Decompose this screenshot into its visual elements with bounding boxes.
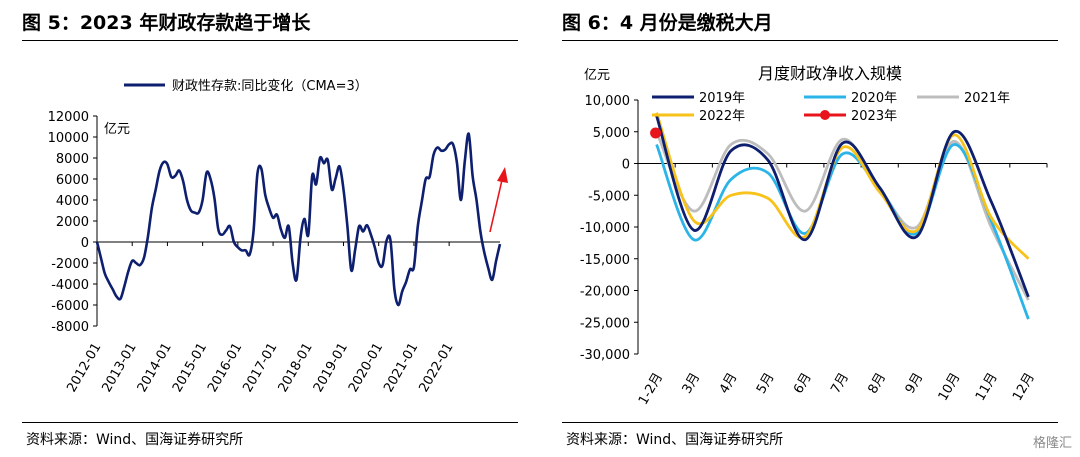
y-tick-label: -20,000 xyxy=(580,285,630,300)
legend-label-2019年: 2019年 xyxy=(699,91,745,106)
legend-label-2021年: 2021年 xyxy=(964,91,1010,106)
trend-arrow-shaft xyxy=(489,179,503,233)
y-tick-label: 0 xyxy=(81,236,89,251)
y-tick-label: -4000 xyxy=(51,278,89,293)
y-tick-label: -6000 xyxy=(51,299,89,314)
chart-title: 月度财政净收入规模 xyxy=(758,64,902,83)
x-tick-label: 2019-01 xyxy=(311,341,351,396)
y-tick-label: -2000 xyxy=(51,257,89,272)
y-axis-unit-label: 亿元 xyxy=(584,68,610,83)
figure-5-top-rule xyxy=(22,40,518,41)
legend-label-2023年: 2023年 xyxy=(851,109,897,124)
y-tick-label: 5,000 xyxy=(593,126,630,141)
figure-6-panel: 图 6：4 月份是缴税大月 月度财政净收入规模 亿元 10,000 5,000 0 -5,… xyxy=(540,0,1080,457)
x-tick-label: 2022-01 xyxy=(416,341,456,396)
x-tick-label: 1-2月 xyxy=(636,371,666,408)
y-axis-unit-label: 亿元 xyxy=(104,122,130,137)
y-tick-label: 0 xyxy=(622,158,630,173)
watermark-logo-text: 格隆汇 xyxy=(1032,436,1072,451)
legend-marker-2023年 xyxy=(820,110,830,120)
trend-arrow-head xyxy=(497,167,508,183)
legend-label-fiscal-deposit: 财政性存款:同比变化（CMA=3） xyxy=(172,78,368,94)
x-tick-label: 8月 xyxy=(866,371,890,397)
figure-5-title: 图 5：2023 年财政存款趋于增长 xyxy=(22,12,311,34)
series-line-fiscal-deposit xyxy=(95,132,502,307)
y-tick-label: 10,000 xyxy=(585,94,631,109)
series-line-2019年 xyxy=(655,115,1030,298)
x-tick-label: 10月 xyxy=(936,371,964,404)
x-tick-label: 2012-01 xyxy=(64,341,104,396)
figure-6-title: 图 6：4 月份是缴税大月 xyxy=(562,12,773,34)
x-tick-label: 5月 xyxy=(754,371,778,397)
y-tick-label: 8000 xyxy=(56,152,89,167)
figure-5-bottom-rule xyxy=(22,422,518,423)
y-tick-label: -15,000 xyxy=(580,253,630,268)
y-tick-label: -5,000 xyxy=(588,189,630,204)
x-tick-label: 11月 xyxy=(973,371,1001,404)
figure-6-source: 资料来源：Wind、国海证券研究所 xyxy=(566,432,784,448)
fiscal-deposit-chart: 财政性存款:同比变化（CMA=3） 亿元 12000 10000 8000 6000 400… xyxy=(48,78,508,396)
figure-6-top-rule xyxy=(562,40,1058,41)
legend-label-2020年: 2020年 xyxy=(851,91,897,106)
x-tick-label: 3月 xyxy=(680,371,704,397)
x-tick-label: 2020-01 xyxy=(346,341,386,396)
series-line-2022年 xyxy=(655,112,1030,260)
x-tick-label: 12月 xyxy=(1010,370,1038,403)
y-tick-label: 12000 xyxy=(48,110,89,125)
series-point-2023 xyxy=(650,127,662,139)
monthly-fiscal-net-income-chart: 月度财政净收入规模 亿元 10,000 5,000 0 -5,000 -10,000 -15,… xyxy=(580,64,1048,408)
x-tick-label: 2018-01 xyxy=(276,341,316,396)
x-tick-label: 7月 xyxy=(828,371,852,397)
figure-5-source: 资料来源：Wind、国海证券研究所 xyxy=(26,432,244,448)
y-tick-label: 2000 xyxy=(56,215,89,230)
x-tick-label: 6月 xyxy=(791,371,815,397)
y-tick-label: 4000 xyxy=(56,194,89,209)
y-tick-label: -25,000 xyxy=(580,316,630,331)
x-tick-label: 4月 xyxy=(717,371,741,397)
x-tick-label: 2015-01 xyxy=(170,341,210,396)
y-tick-label: -30,000 xyxy=(580,348,630,363)
x-tick-label: 2013-01 xyxy=(100,341,140,396)
x-tick-label: 2016-01 xyxy=(205,341,245,396)
x-tick-label: 2021-01 xyxy=(381,341,421,396)
legend-label-2022年: 2022年 xyxy=(699,109,745,124)
y-tick-label: -8000 xyxy=(51,320,89,335)
x-tick-label: 2014-01 xyxy=(135,341,175,396)
x-tick-label: 2017-01 xyxy=(240,341,280,396)
x-tick-label: 9月 xyxy=(903,371,927,397)
y-tick-label: 6000 xyxy=(56,173,89,188)
y-tick-label: -10,000 xyxy=(580,221,630,236)
y-tick-label: 10000 xyxy=(48,131,89,146)
figure-6-bottom-rule xyxy=(562,422,1058,423)
figure-5-panel: 图 5：2023 年财政存款趋于增长 财政性存款:同比变化（CMA=3） 亿元 12… xyxy=(22,12,518,448)
